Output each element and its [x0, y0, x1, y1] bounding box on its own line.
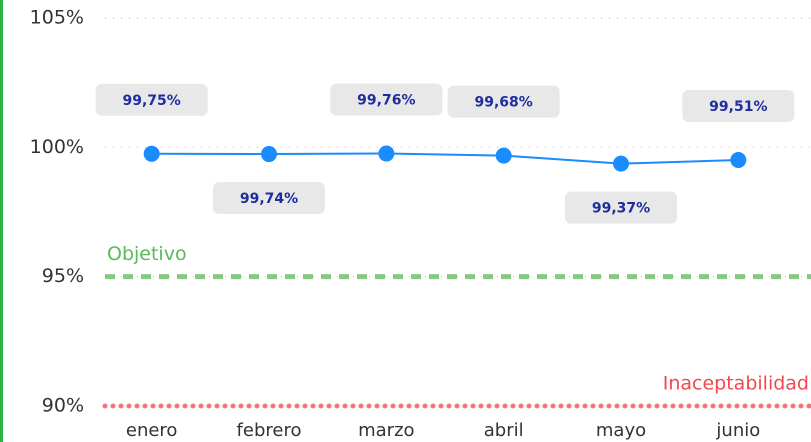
- value-label-box: [447, 85, 560, 118]
- x-tick-label: enero: [126, 420, 178, 441]
- reference-label: Inaceptabilidad: [663, 373, 809, 395]
- x-tick-label: junio: [715, 420, 760, 441]
- point: [143, 145, 160, 162]
- value-label: 99,37%: [592, 201, 650, 217]
- value-label: 99,76%: [357, 93, 415, 109]
- line: [151, 152, 739, 165]
- point: [495, 147, 512, 164]
- value-label-box: [213, 182, 325, 215]
- value-label: 99,74%: [240, 191, 298, 207]
- y-tick-label: 105%: [30, 7, 84, 29]
- x-tick-label: mayo: [596, 420, 646, 441]
- x-tick-label: abril: [484, 420, 524, 441]
- y-tick-label: 90%: [42, 395, 84, 417]
- reference-label: Objetivo: [107, 243, 187, 265]
- value-label: 99,75%: [123, 93, 181, 109]
- point: [261, 146, 277, 163]
- y-tick-label: 100%: [30, 136, 84, 158]
- value-label-box: [330, 83, 443, 116]
- value-label-box: [682, 90, 795, 123]
- value-label-box: [565, 191, 677, 224]
- y-tick-label: 95%: [42, 265, 84, 287]
- point: [730, 152, 747, 169]
- value-label-box: [95, 83, 208, 116]
- point: [378, 145, 395, 162]
- point: [613, 155, 629, 172]
- value-label: 99,68%: [475, 95, 533, 111]
- x-tick-label: marzo: [358, 420, 414, 441]
- x-tick-label: febrero: [237, 420, 302, 441]
- left-border: [0, 0, 3, 442]
- value-label: 99,51%: [709, 99, 767, 115]
